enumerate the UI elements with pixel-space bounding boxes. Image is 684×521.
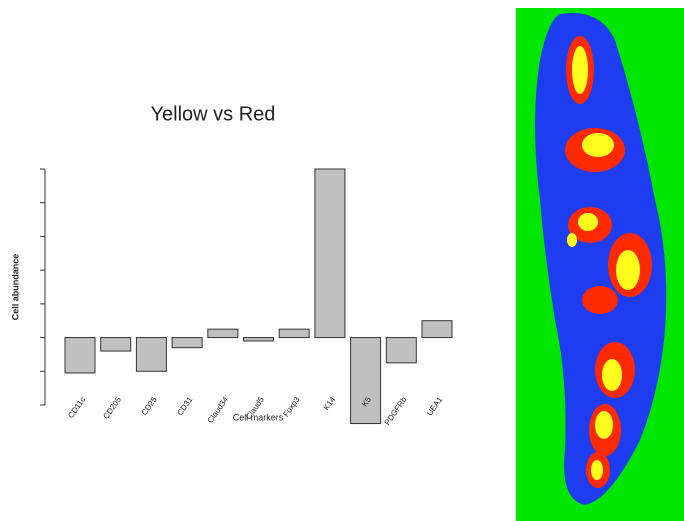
page: Yellow vs Red Cell abundance Cell marker…	[0, 0, 684, 521]
bar	[136, 338, 166, 372]
bar	[351, 338, 381, 424]
tissue-image	[516, 8, 684, 521]
x-tick-label: Claud34	[206, 395, 231, 425]
x-tick-label: CD205	[101, 395, 123, 421]
y-axis-label: Cell abundance	[10, 254, 20, 321]
bar	[101, 338, 131, 351]
bar	[422, 321, 452, 338]
bar	[244, 338, 274, 341]
bar	[315, 169, 345, 338]
x-tick-label: CD31	[175, 395, 194, 417]
chart-title: Yellow vs Red	[151, 103, 276, 125]
bar	[65, 338, 95, 373]
x-tick-label: CD25	[140, 395, 159, 417]
x-axis-label: Cell markers	[233, 412, 284, 422]
x-tick-label: K14	[322, 395, 338, 412]
bar	[279, 329, 309, 337]
bar	[208, 329, 238, 337]
bar	[172, 338, 202, 348]
x-tick-label: CD11c	[66, 395, 87, 420]
x-tick-label: Foxp3	[281, 395, 301, 419]
x-tick-label: PDGFRb	[383, 395, 409, 427]
x-tick-label: UEA1	[425, 395, 445, 418]
bar	[386, 338, 416, 363]
